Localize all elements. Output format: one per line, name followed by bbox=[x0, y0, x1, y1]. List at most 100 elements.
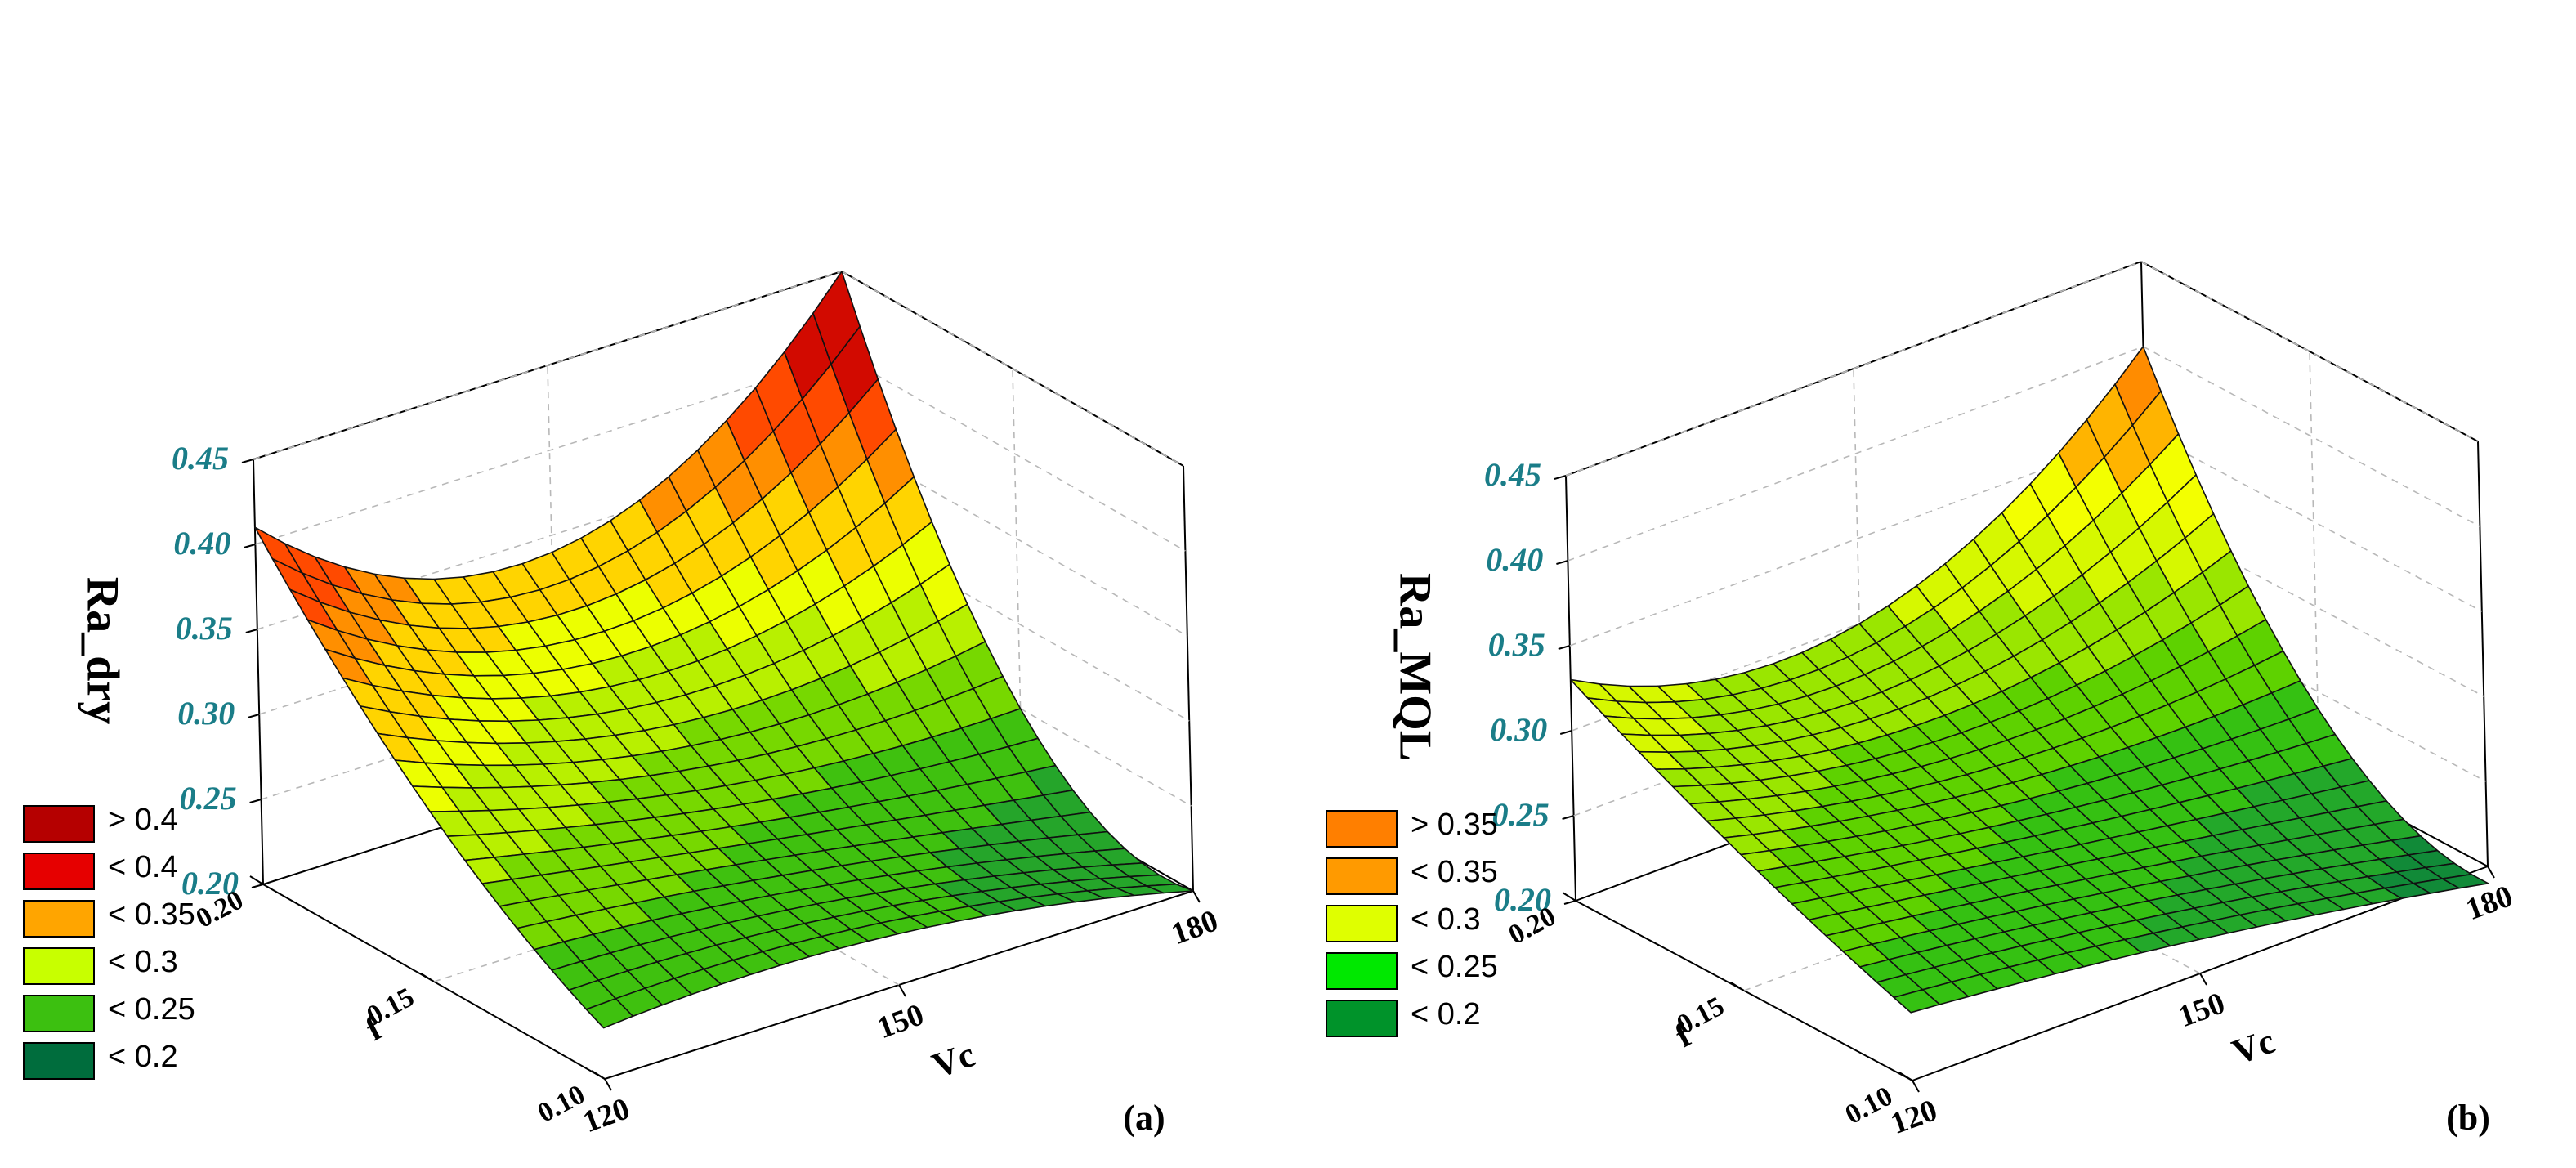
z-tick-label: 0.25 bbox=[180, 780, 237, 817]
z-axis-label: Ra_MQL bbox=[1389, 573, 1440, 761]
legend-swatch bbox=[23, 1042, 95, 1080]
axis-edge bbox=[2477, 441, 2489, 867]
gridline bbox=[2144, 431, 2483, 612]
legend-label: < 0.2 bbox=[108, 1040, 178, 1074]
x-tick bbox=[1192, 890, 1201, 903]
legend-swatch bbox=[23, 947, 95, 985]
z-tick bbox=[1562, 815, 1574, 820]
legend-label: < 0.25 bbox=[1411, 950, 1498, 984]
y-tick bbox=[1562, 892, 1576, 902]
z-tick-label: 0.30 bbox=[1490, 711, 1547, 748]
legend-label: > 0.4 bbox=[108, 803, 178, 837]
legend-swatch bbox=[23, 853, 95, 890]
x-tick-label: 150 bbox=[2174, 986, 2229, 1034]
z-tick-label: 0.30 bbox=[177, 695, 235, 732]
gridline bbox=[1565, 261, 2142, 477]
panel-b: 0.200.250.300.350.400.45Ra_MQL0.200.150.… bbox=[1389, 261, 2517, 1141]
z-tick-label: 0.20 bbox=[1494, 881, 1551, 918]
gridline bbox=[843, 356, 1186, 552]
x-axis-label: Vc bbox=[2227, 1021, 2280, 1073]
z-tick-label: 0.20 bbox=[181, 865, 239, 902]
x-tick bbox=[1912, 1080, 1920, 1093]
x-tick-label: 180 bbox=[1167, 903, 1223, 951]
axis-edge bbox=[1183, 465, 1194, 892]
z-tick-label: 0.40 bbox=[1486, 541, 1543, 578]
y-tick-label: 0.10 bbox=[533, 1079, 590, 1129]
z-tick bbox=[251, 884, 264, 888]
panel-label: (b) bbox=[2446, 1098, 2490, 1138]
gridline bbox=[1853, 368, 1864, 794]
y-tick bbox=[591, 1070, 606, 1080]
gridline bbox=[2140, 261, 2479, 442]
x-tick bbox=[2487, 866, 2495, 879]
legend-item: < 0.3 bbox=[1326, 901, 1538, 948]
legend-item: < 0.25 bbox=[1326, 948, 1538, 996]
x-tick-label: 120 bbox=[1886, 1093, 1942, 1141]
surface-cell bbox=[2441, 873, 2489, 889]
legend-label: < 0.4 bbox=[108, 850, 178, 884]
z-ticks-a: 0.20 0.25 0.30 0.35 0.40 0.45 bbox=[172, 440, 264, 902]
legend-item: < 0.2 bbox=[23, 1038, 235, 1085]
legend-swatch bbox=[1326, 857, 1398, 895]
axis-edge bbox=[253, 459, 264, 885]
z-tick-label: 0.25 bbox=[1492, 796, 1550, 833]
surface-a bbox=[254, 271, 1194, 1029]
z-tick bbox=[1554, 475, 1567, 480]
x-tick-label: 150 bbox=[873, 997, 928, 1045]
panel-a: 0.200.250.300.350.400.45Ra_dry0.200.150.… bbox=[77, 271, 1223, 1139]
z-tick bbox=[1558, 645, 1571, 650]
gridline bbox=[841, 271, 1184, 467]
y-tick-label: 0.10 bbox=[1840, 1081, 1898, 1130]
z-tick-label: 0.35 bbox=[176, 610, 233, 647]
z-tick bbox=[1559, 730, 1572, 735]
legend-a: > 0.4 < 0.4 < 0.35 < 0.3 < 0.25 < 0.2 bbox=[23, 801, 235, 1085]
z-ticks-b: 0.20 0.25 0.30 0.35 0.40 0.45 bbox=[1484, 456, 1576, 918]
gridline bbox=[1012, 368, 1023, 794]
surface-cell bbox=[1146, 883, 1194, 894]
gridline bbox=[1569, 431, 2146, 647]
legend-item: < 0.3 bbox=[23, 943, 235, 991]
z-tick-label: 0.45 bbox=[172, 440, 229, 477]
legend-swatch bbox=[23, 995, 95, 1032]
gridline bbox=[2143, 346, 2480, 527]
legend-label: < 0.3 bbox=[1411, 902, 1481, 937]
gridline bbox=[253, 271, 843, 460]
z-tick-label: 0.45 bbox=[1484, 456, 1541, 493]
legend-label: < 0.35 bbox=[1411, 855, 1498, 889]
x-tick bbox=[898, 984, 906, 997]
legend-label: < 0.25 bbox=[108, 992, 195, 1027]
x-tick bbox=[2199, 973, 2207, 986]
legend-item: < 0.4 bbox=[23, 848, 235, 896]
z-tick bbox=[244, 544, 256, 548]
z-tick-label: 0.35 bbox=[1488, 626, 1545, 663]
legend-swatch bbox=[23, 805, 95, 843]
legend-swatch bbox=[1326, 810, 1398, 848]
gridline bbox=[2309, 351, 2320, 777]
legend-b: > 0.35 < 0.35 < 0.3 < 0.25 < 0.2 bbox=[1326, 806, 1538, 1043]
legend-label: < 0.3 bbox=[108, 945, 178, 979]
z-tick bbox=[247, 714, 260, 718]
legend-swatch bbox=[23, 900, 95, 938]
x-tick bbox=[604, 1078, 612, 1091]
legend-label: < 0.2 bbox=[1411, 997, 1481, 1032]
z-tick bbox=[1563, 900, 1576, 905]
x-axis-label: Vc bbox=[927, 1034, 980, 1086]
panel-label: (a) bbox=[1123, 1098, 1165, 1138]
z-axis-label: Ra_dry bbox=[77, 577, 127, 724]
legend-swatch bbox=[1326, 1000, 1398, 1037]
legend-item: < 0.35 bbox=[23, 896, 235, 943]
legend-swatch bbox=[1326, 952, 1398, 990]
x-tick-label: 120 bbox=[579, 1091, 634, 1139]
y-tick bbox=[1898, 1072, 1913, 1081]
surface-b bbox=[1570, 346, 2489, 1014]
legend-item: < 0.35 bbox=[1326, 853, 1538, 901]
legend-swatch bbox=[1326, 905, 1398, 942]
legend-item: < 0.2 bbox=[1326, 996, 1538, 1043]
y-tick bbox=[1730, 982, 1745, 991]
gridline bbox=[255, 356, 844, 545]
z-tick bbox=[241, 459, 254, 463]
y-tick bbox=[420, 973, 435, 982]
legend-item: > 0.4 bbox=[23, 801, 235, 848]
